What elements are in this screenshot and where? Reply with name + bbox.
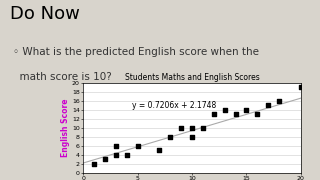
Point	[233, 113, 238, 116]
Text: math score is 10?: math score is 10?	[13, 72, 111, 82]
Point	[135, 144, 140, 147]
Point	[298, 86, 303, 89]
Point	[124, 153, 129, 156]
Point	[113, 144, 118, 147]
Point	[189, 135, 195, 138]
Point	[211, 113, 216, 116]
Point	[276, 99, 282, 102]
Text: Do Now: Do Now	[10, 5, 79, 23]
Point	[200, 126, 205, 129]
Point	[179, 126, 184, 129]
Point	[244, 108, 249, 111]
Point	[157, 149, 162, 152]
Point	[222, 108, 227, 111]
Point	[92, 162, 97, 165]
Point	[102, 158, 108, 161]
Text: ◦ What is the predicted English score when the: ◦ What is the predicted English score wh…	[13, 47, 259, 57]
Y-axis label: English Score: English Score	[61, 99, 70, 157]
Point	[266, 104, 271, 107]
Point	[113, 153, 118, 156]
Point	[189, 126, 195, 129]
Title: Students Maths and English Scores: Students Maths and English Scores	[124, 73, 260, 82]
Text: y = 0.7206x + 2.1748: y = 0.7206x + 2.1748	[132, 101, 216, 110]
Point	[255, 113, 260, 116]
Point	[168, 135, 173, 138]
